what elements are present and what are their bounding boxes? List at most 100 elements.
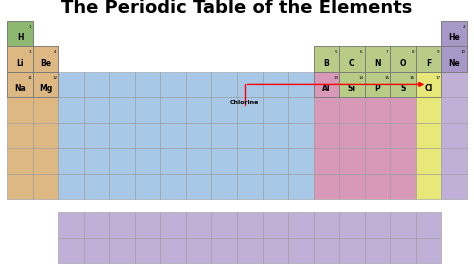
Bar xyxy=(58,238,84,263)
Bar xyxy=(339,148,365,174)
Bar xyxy=(135,97,160,123)
Bar xyxy=(441,72,467,97)
Bar xyxy=(186,148,211,174)
Text: N: N xyxy=(374,59,381,68)
Bar xyxy=(160,212,186,238)
Text: C: C xyxy=(349,59,355,68)
Bar xyxy=(263,148,288,174)
Bar xyxy=(314,72,339,97)
Bar xyxy=(211,238,237,263)
Bar xyxy=(109,238,135,263)
Bar xyxy=(211,148,237,174)
Bar xyxy=(314,174,339,199)
Bar xyxy=(339,212,365,238)
Bar xyxy=(441,97,467,123)
Text: Ne: Ne xyxy=(448,59,460,68)
Text: 4: 4 xyxy=(54,51,56,54)
Bar xyxy=(58,148,84,174)
Bar xyxy=(84,123,109,148)
Bar xyxy=(365,174,390,199)
Bar xyxy=(109,148,135,174)
Bar xyxy=(441,123,467,148)
Bar xyxy=(7,148,33,174)
Bar xyxy=(390,238,416,263)
Text: 2: 2 xyxy=(462,25,465,29)
Bar xyxy=(135,174,160,199)
Bar xyxy=(58,212,84,238)
Bar xyxy=(416,238,441,263)
Bar xyxy=(160,148,186,174)
Bar xyxy=(84,72,109,97)
Bar xyxy=(390,46,416,72)
Bar xyxy=(7,97,33,123)
Bar xyxy=(33,46,58,72)
Bar xyxy=(390,72,416,97)
Bar xyxy=(314,72,339,97)
Bar xyxy=(288,238,314,263)
Bar xyxy=(416,72,441,97)
Bar xyxy=(314,212,339,238)
Bar xyxy=(33,148,58,174)
Bar xyxy=(288,123,314,148)
Bar xyxy=(186,97,211,123)
Text: O: O xyxy=(400,59,406,68)
Bar xyxy=(365,72,390,97)
Text: H: H xyxy=(17,33,23,43)
Bar xyxy=(416,123,441,148)
Bar xyxy=(84,97,109,123)
Bar xyxy=(237,174,263,199)
Bar xyxy=(7,72,33,97)
Bar xyxy=(33,174,58,199)
Bar xyxy=(339,174,365,199)
Bar xyxy=(84,212,109,238)
Bar xyxy=(109,123,135,148)
Text: Al: Al xyxy=(322,84,330,94)
Text: P: P xyxy=(374,84,380,94)
Bar xyxy=(84,238,109,263)
Text: 3: 3 xyxy=(28,51,31,54)
Text: 1: 1 xyxy=(28,25,31,29)
Bar xyxy=(416,212,441,238)
Bar xyxy=(7,46,33,72)
Bar xyxy=(135,238,160,263)
Bar xyxy=(109,72,135,97)
Text: 15: 15 xyxy=(384,76,390,80)
Bar xyxy=(339,46,365,72)
Bar xyxy=(416,174,441,199)
Bar xyxy=(339,123,365,148)
Bar xyxy=(186,212,211,238)
Text: 9: 9 xyxy=(437,51,439,54)
Text: 17: 17 xyxy=(436,76,441,80)
Text: 5: 5 xyxy=(335,51,337,54)
Bar xyxy=(390,72,416,97)
Bar xyxy=(109,174,135,199)
Bar xyxy=(7,21,33,46)
Bar xyxy=(237,148,263,174)
Bar xyxy=(339,72,365,97)
Bar xyxy=(288,97,314,123)
Bar xyxy=(288,212,314,238)
Text: 10: 10 xyxy=(461,51,466,54)
Bar xyxy=(160,123,186,148)
Bar xyxy=(58,123,84,148)
Text: Li: Li xyxy=(16,59,24,68)
Text: 11: 11 xyxy=(27,76,32,80)
Bar xyxy=(288,148,314,174)
Bar xyxy=(211,72,237,97)
Bar xyxy=(237,238,263,263)
Text: Cl: Cl xyxy=(424,84,433,94)
Bar xyxy=(135,72,160,97)
Bar xyxy=(441,46,467,72)
Bar xyxy=(314,148,339,174)
Bar xyxy=(263,123,288,148)
Bar xyxy=(186,123,211,148)
Bar xyxy=(390,174,416,199)
Text: 7: 7 xyxy=(386,51,388,54)
Bar xyxy=(365,212,390,238)
Bar xyxy=(365,97,390,123)
Bar xyxy=(160,174,186,199)
Bar xyxy=(237,72,263,97)
Bar xyxy=(416,46,441,72)
Text: Chlorine: Chlorine xyxy=(230,100,259,105)
Bar xyxy=(33,123,58,148)
